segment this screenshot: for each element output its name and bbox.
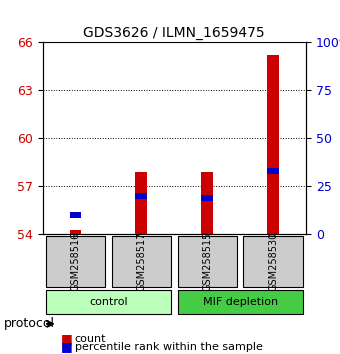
FancyBboxPatch shape — [112, 235, 171, 287]
FancyBboxPatch shape — [243, 235, 303, 287]
FancyBboxPatch shape — [46, 235, 105, 287]
FancyBboxPatch shape — [46, 290, 171, 314]
FancyBboxPatch shape — [177, 235, 237, 287]
Text: protocol: protocol — [3, 318, 54, 330]
Bar — [69, 230, 81, 234]
Text: count: count — [75, 334, 106, 344]
Bar — [135, 193, 147, 199]
Bar — [201, 195, 213, 201]
Text: MIF depletion: MIF depletion — [203, 297, 278, 307]
Bar — [201, 172, 213, 234]
Bar — [135, 172, 147, 234]
Text: GSM258516: GSM258516 — [70, 232, 81, 291]
Title: GDS3626 / ILMN_1659475: GDS3626 / ILMN_1659475 — [83, 26, 265, 40]
Bar — [267, 55, 279, 234]
Text: ■: ■ — [61, 332, 73, 345]
Text: ■: ■ — [61, 341, 73, 353]
Text: GSM258517: GSM258517 — [136, 232, 146, 291]
FancyBboxPatch shape — [177, 290, 303, 314]
Text: GSM258515: GSM258515 — [202, 232, 212, 291]
Bar — [267, 168, 279, 174]
Bar — [69, 212, 81, 218]
Text: control: control — [89, 297, 128, 307]
Text: percentile rank within the sample: percentile rank within the sample — [75, 342, 263, 352]
Text: GSM258530: GSM258530 — [268, 232, 278, 291]
